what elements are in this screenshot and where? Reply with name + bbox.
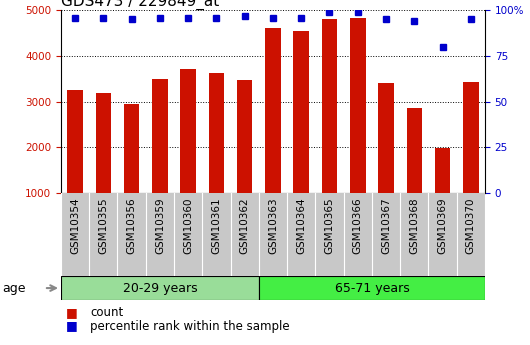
Text: GSM10354: GSM10354	[70, 197, 80, 254]
Bar	[435, 148, 450, 193]
Text: GSM10367: GSM10367	[381, 197, 391, 254]
Bar	[463, 82, 479, 193]
Text: GSM10361: GSM10361	[211, 197, 222, 254]
Bar	[237, 80, 252, 193]
Text: GSM10363: GSM10363	[268, 197, 278, 254]
Bar	[322, 19, 337, 193]
Text: GSM10362: GSM10362	[240, 197, 250, 254]
Text: GSM10365: GSM10365	[324, 197, 334, 254]
Text: 20-29 years: 20-29 years	[122, 282, 197, 295]
Text: age: age	[3, 282, 26, 295]
Text: GSM10370: GSM10370	[466, 197, 476, 254]
Bar	[61, 276, 259, 300]
Text: GSM10356: GSM10356	[127, 197, 137, 254]
Text: ■: ■	[66, 306, 78, 319]
Text: percentile rank within the sample: percentile rank within the sample	[90, 319, 290, 333]
Text: count: count	[90, 306, 123, 319]
Text: ■: ■	[66, 319, 78, 333]
Bar	[180, 69, 196, 193]
Bar	[259, 276, 485, 300]
Text: GSM10368: GSM10368	[409, 197, 419, 254]
Text: GSM10366: GSM10366	[353, 197, 363, 254]
Text: 65-71 years: 65-71 years	[334, 282, 409, 295]
Bar	[294, 31, 309, 193]
Bar	[265, 28, 281, 193]
Bar	[124, 104, 139, 193]
Bar	[95, 92, 111, 193]
Bar	[152, 79, 167, 193]
Text: GDS473 / 229849_at: GDS473 / 229849_at	[61, 0, 219, 10]
Bar	[209, 73, 224, 193]
Text: GSM10360: GSM10360	[183, 197, 193, 254]
Bar	[67, 90, 83, 193]
Text: GSM10355: GSM10355	[99, 197, 108, 254]
Text: GSM10359: GSM10359	[155, 197, 165, 254]
Bar	[350, 18, 366, 193]
Bar	[407, 108, 422, 193]
Text: GSM10369: GSM10369	[438, 197, 447, 254]
Bar	[378, 83, 394, 193]
Text: GSM10364: GSM10364	[296, 197, 306, 254]
